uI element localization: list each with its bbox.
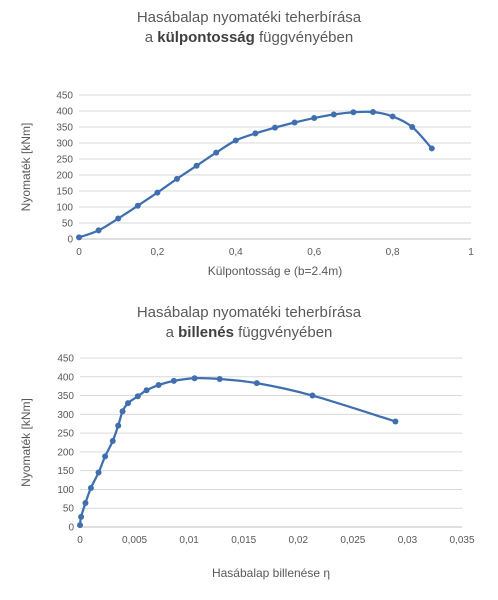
data-point [143,387,150,394]
data-point [102,453,109,460]
y-tick-label: 400 [57,372,74,383]
data-point [232,137,239,144]
x-tick-label: 0,035 [449,535,474,546]
y-tick-label: 300 [56,139,73,150]
data-point [191,375,198,382]
data-point [291,119,298,126]
chart-eccentricity: Hasábalap nyomatéki teherbírása a külpon… [0,0,498,290]
x-tick-label: 0,01 [179,535,199,546]
chart-title: Hasábalap nyomatéki teherbírása a billen… [0,303,498,343]
data-point [350,109,357,116]
x-tick-label: 0 [76,247,82,258]
data-point [115,215,122,222]
x-tick-label: 0,03 [398,535,418,546]
data-point [95,227,102,234]
data-point [115,422,122,429]
title-line-1: Hasábalap nyomatéki teherbírása [136,9,362,26]
title-line-2: a külpontosság függvényében [144,29,354,46]
x-tick-label: 0,025 [340,535,365,546]
chart-title: Hasábalap nyomatéki teherbírása a külpon… [0,8,498,48]
y-tick-label: 200 [57,447,74,458]
data-point [213,149,220,156]
x-tick-label: 1 [468,247,474,258]
data-point [76,234,82,241]
y-tick-label: 250 [56,155,73,166]
x-tick-label: 0,015 [231,535,256,546]
y-tick-label: 150 [56,187,73,198]
x-tick-label: 0 [77,535,83,546]
x-axis-label: Hasábalap billenése η [212,566,330,580]
y-tick-label: 100 [56,203,73,214]
data-point [370,108,376,115]
data-point [428,145,435,152]
data-point [134,202,141,209]
data-point [193,162,200,169]
data-point [95,469,102,476]
data-point [174,175,180,182]
y-tick-label: 0 [67,235,73,246]
data-point [216,376,223,383]
x-tick-label: 0,005 [122,535,147,546]
data-point [155,382,162,389]
data-point [119,408,126,415]
x-tick-label: 0,8 [386,247,400,258]
data-point [78,513,85,520]
title-bold-word: billenés [178,324,234,341]
y-tick-label: 350 [57,391,74,402]
data-point [109,437,116,444]
data-point [125,400,132,407]
title-line-2: a billenés függvényében [165,324,333,341]
data-point [389,113,396,120]
data-point [252,130,259,137]
x-tick-label: 0,02 [289,535,309,546]
y-tick-label: 150 [57,466,74,477]
x-tick-label: 0,4 [229,247,243,258]
chart-rotation: Hasábalap nyomatéki teherbírása a billen… [0,295,498,600]
data-point [170,377,177,384]
data-point [409,124,416,130]
plot-area: 0 50 100 150 200 250 300 350 400 450 0 0,2 0,4 0,6 0,8… [19,91,474,279]
y-tick-label: 50 [63,504,75,515]
y-tick-label: 0 [68,523,74,534]
y-axis-label: Nyomaték [kNm] [19,123,33,212]
x-axis-label: Külpontosság e (b=2.4m) [208,264,342,278]
y-tick-label: 350 [56,123,73,134]
x-tick-label: 0,2 [150,247,164,258]
y-tick-label: 100 [57,485,74,496]
data-point [87,484,94,491]
data-point [272,124,278,131]
data-point [311,115,318,122]
data-point [154,189,161,196]
y-axis-label: Nyomaték [kNm] [19,398,33,487]
data-point [309,392,316,399]
title-line-1: Hasábalap nyomatéki teherbírása [136,304,362,321]
data-point [82,499,89,506]
y-tick-label: 300 [57,410,74,421]
y-tick-label: 50 [62,219,74,230]
data-point [330,111,337,118]
title-bold-word: külpontosság [157,29,255,46]
y-tick-label: 200 [56,171,73,182]
data-point [134,393,141,400]
y-tick-label: 400 [56,107,73,118]
data-point [253,380,260,387]
y-tick-label: 450 [57,354,74,365]
y-tick-label: 250 [57,429,74,440]
x-tick-label: 0,6 [307,247,321,258]
data-point [77,522,83,529]
plot-area: 0 50 100 150 200 250 300 350 400 450 0 0,005 0,01 0,0… [19,354,475,581]
y-tick-label: 450 [56,91,73,102]
data-point [392,418,399,425]
